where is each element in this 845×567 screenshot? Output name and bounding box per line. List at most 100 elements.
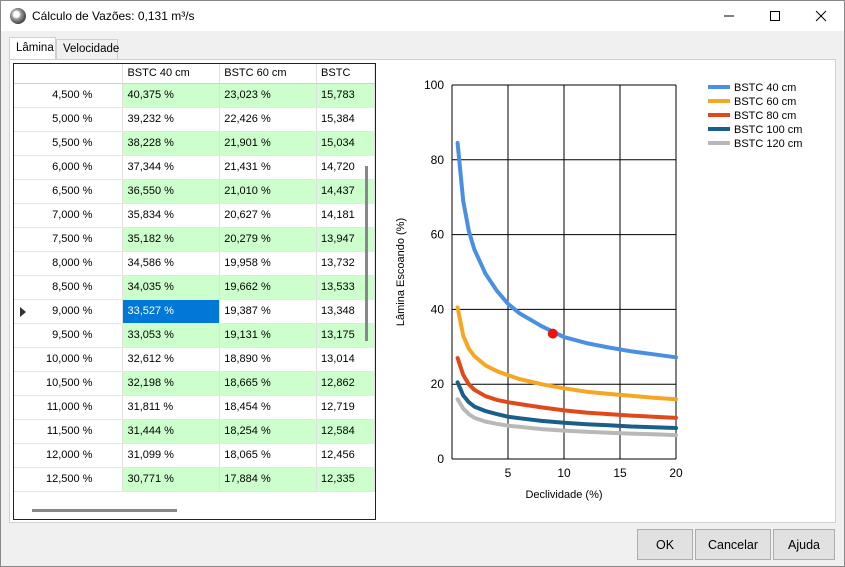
cell-bstc-80[interactable]: 12,456 [316, 443, 375, 468]
table-row[interactable]: 10,000 % 32,612 % 18,890 % 13,014 [14, 347, 375, 372]
y-tick-label: 80 [431, 153, 445, 167]
table-row[interactable]: 11,000 % 31,811 % 18,454 % 12,719 [14, 395, 375, 420]
cancel-button[interactable]: Cancelar [695, 529, 771, 560]
cell-bstc-60[interactable]: 17,884 % [219, 467, 318, 492]
table-row[interactable]: 9,500 % 33,053 % 19,131 % 13,175 [14, 323, 375, 348]
series-line [455, 305, 678, 402]
table-row[interactable]: 11,500 % 31,444 % 18,254 % 12,584 [14, 419, 375, 444]
table-row[interactable]: 12,000 % 31,099 % 18,065 % 12,456 [14, 443, 375, 468]
help-button[interactable]: Ajuda [773, 529, 835, 560]
close-icon [815, 10, 827, 22]
cell-bstc-60[interactable]: 18,065 % [219, 443, 318, 468]
cell-bstc-60[interactable]: 18,665 % [219, 371, 318, 396]
series-line [455, 356, 678, 420]
table-row[interactable]: 7,500 % 35,182 % 20,279 % 13,947 [14, 227, 375, 252]
row-header: 6,500 % [14, 179, 124, 204]
cell-bstc-60[interactable]: 18,454 % [219, 395, 318, 420]
maximize-button[interactable] [752, 1, 798, 31]
cell-bstc-80[interactable]: 12,719 [316, 395, 375, 420]
cell-bstc-40[interactable]: 37,344 % [122, 155, 221, 180]
cell-bstc-60[interactable]: 21,901 % [219, 131, 318, 156]
cell-bstc-60[interactable]: 19,131 % [219, 323, 318, 348]
cell-bstc-80[interactable]: 13,014 [316, 347, 375, 372]
cell-bstc-40[interactable]: 38,228 % [122, 131, 221, 156]
legend-label: BSTC 80 cm [734, 110, 796, 122]
row-header: 9,500 % [14, 323, 124, 348]
window-title: Cálculo de Vazões: 0,131 m³/s [32, 9, 195, 23]
cell-bstc-60[interactable]: 20,279 % [219, 227, 318, 252]
table-row[interactable]: 7,000 % 35,834 % 20,627 % 14,181 [14, 203, 375, 228]
table-row[interactable]: 5,500 % 38,228 % 21,901 % 15,034 [14, 131, 375, 156]
cell-bstc-80[interactable]: 12,584 [316, 419, 375, 444]
title-bar: Cálculo de Vazões: 0,131 m³/s [1, 1, 844, 31]
row-header: 12,000 % [14, 443, 124, 468]
column-header[interactable]: BSTC 40 cm [122, 64, 221, 84]
cell-bstc-80[interactable]: 15,783 [316, 83, 375, 108]
close-button[interactable] [798, 1, 844, 31]
tab-lamina[interactable]: Lâmina [9, 37, 56, 59]
minimize-button[interactable] [706, 1, 752, 31]
grid-header-row: BSTC 40 cm BSTC 60 cm BSTC [14, 64, 375, 84]
cell-bstc-40[interactable]: 36,550 % [122, 179, 221, 204]
y-tick-label: 40 [431, 302, 445, 316]
row-header-corner [14, 64, 124, 84]
cell-bstc-40[interactable]: 30,771 % [122, 467, 221, 492]
cell-bstc-60[interactable]: 19,387 % [219, 299, 318, 324]
cell-bstc-40[interactable]: 34,035 % [122, 275, 221, 300]
table-row[interactable]: 8,500 % 34,035 % 19,662 % 13,533 [14, 275, 375, 300]
cell-bstc-40[interactable]: 31,099 % [122, 443, 221, 468]
cell-bstc-40[interactable]: 39,232 % [122, 107, 221, 132]
row-header: 6,000 % [14, 155, 124, 180]
legend-label: BSTC 120 cm [734, 138, 802, 150]
cell-bstc-80[interactable]: 12,862 [316, 371, 375, 396]
row-header: 11,500 % [14, 419, 124, 444]
table-row[interactable]: 6,000 % 37,344 % 21,431 % 14,720 [14, 155, 375, 180]
cell-bstc-80[interactable]: 14,437 [316, 179, 375, 204]
cell-bstc-40[interactable]: 40,375 % [122, 83, 221, 108]
cell-bstc-40[interactable]: 34,586 % [122, 251, 221, 276]
table-row[interactable]: 6,500 % 36,550 % 21,010 % 14,437 [14, 179, 375, 204]
y-tick-label: 60 [431, 228, 445, 242]
table-row[interactable]: 5,000 % 39,232 % 22,426 % 15,384 [14, 107, 375, 132]
cell-bstc-60[interactable]: 19,662 % [219, 275, 318, 300]
cell-bstc-40[interactable]: 33,527 % [122, 299, 221, 324]
cell-bstc-80[interactable]: 12,335 [316, 467, 375, 492]
table-row[interactable]: 10,500 % 32,198 % 18,665 % 12,862 [14, 371, 375, 396]
data-grid[interactable]: BSTC 40 cm BSTC 60 cm BSTC 4,500 % 40,375… [13, 63, 376, 520]
cell-bstc-60[interactable]: 21,431 % [219, 155, 318, 180]
cell-bstc-60[interactable]: 18,254 % [219, 419, 318, 444]
cell-bstc-40[interactable]: 33,053 % [122, 323, 221, 348]
ok-button[interactable]: OK [637, 529, 693, 560]
cell-bstc-60[interactable]: 19,958 % [219, 251, 318, 276]
legend-label: BSTC 100 cm [734, 124, 802, 136]
table-row[interactable]: 8,000 % 34,586 % 19,958 % 13,732 [14, 251, 375, 276]
row-header: 7,000 % [14, 203, 124, 228]
cell-bstc-80[interactable]: 15,384 [316, 107, 375, 132]
table-row[interactable]: 12,500 % 30,771 % 17,884 % 12,335 [14, 467, 375, 492]
x-tick-label: 15 [613, 466, 627, 480]
vertical-scrollbar[interactable] [365, 166, 368, 341]
table-row[interactable]: 4,500 % 40,375 % 23,023 % 15,783 [14, 83, 375, 108]
cell-bstc-40[interactable]: 31,444 % [122, 419, 221, 444]
horizontal-scrollbar[interactable] [32, 509, 177, 512]
column-header[interactable]: BSTC 60 cm [219, 64, 318, 84]
grid-table: BSTC 40 cm BSTC 60 cm BSTC 4,500 % 40,375… [14, 64, 375, 492]
tab-velocidade[interactable]: Velocidade [56, 39, 119, 60]
cell-bstc-60[interactable]: 21,010 % [219, 179, 318, 204]
column-header[interactable]: BSTC [316, 64, 375, 84]
cell-bstc-60[interactable]: 23,023 % [219, 83, 318, 108]
row-header: 11,000 % [14, 395, 124, 420]
cell-bstc-80[interactable]: 15,034 [316, 131, 375, 156]
selected-point-marker [547, 328, 558, 339]
cell-bstc-40[interactable]: 32,198 % [122, 371, 221, 396]
cell-bstc-60[interactable]: 18,890 % [219, 347, 318, 372]
cell-bstc-40[interactable]: 35,182 % [122, 227, 221, 252]
cell-bstc-40[interactable]: 35,834 % [122, 203, 221, 228]
cell-bstc-40[interactable]: 32,612 % [122, 347, 221, 372]
table-row[interactable]: 9,000 % 33,527 % 19,387 % 13,348 [14, 299, 375, 324]
cell-bstc-60[interactable]: 22,426 % [219, 107, 318, 132]
cell-bstc-40[interactable]: 31,811 % [122, 395, 221, 420]
cell-bstc-60[interactable]: 20,627 % [219, 203, 318, 228]
row-header-label: 9,000 % [52, 305, 93, 317]
y-tick-label: 0 [437, 452, 444, 466]
